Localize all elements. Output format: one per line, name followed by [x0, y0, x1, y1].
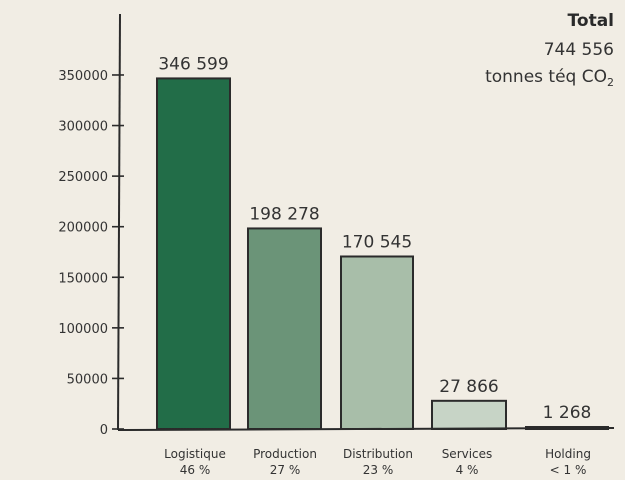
total-unit-text: tonnes téq CO	[485, 67, 607, 87]
category-label-logistique: Logistique	[164, 447, 226, 461]
y-tick-label: 250000	[58, 170, 108, 185]
bars	[156, 77, 609, 431]
value-label-services: 27 866	[439, 377, 498, 397]
bar-logistique	[156, 77, 231, 431]
share-label-services: 4 %	[456, 463, 479, 477]
value-label-holding: 1 268	[543, 403, 592, 423]
share-label-logistique: 46 %	[180, 463, 211, 477]
share-label-production: 27 %	[270, 463, 301, 477]
value-label-production: 198 278	[249, 204, 319, 224]
value-labels: 346 599 198 278 170 545 27 866 1 268	[158, 54, 591, 423]
total-title: Total	[568, 11, 614, 31]
category-labels: Logistique 46 % Production 27 % Distribution…	[164, 447, 591, 477]
y-tick-label: 350000	[58, 69, 108, 84]
total-unit-subscript: 2	[607, 76, 614, 89]
value-label-distribution: 170 545	[342, 232, 412, 252]
share-label-distribution: 23 %	[363, 463, 394, 477]
y-tick-label: 300000	[58, 120, 108, 135]
bar-production	[247, 227, 322, 430]
bar-services	[431, 399, 507, 430]
x-axis-line	[117, 427, 615, 431]
category-label-services: Services	[442, 447, 493, 461]
y-axis-line	[117, 13, 121, 431]
y-axis-ticks: 0 50000 100000 150000 200000 250000 300000 3500…	[58, 69, 124, 438]
value-label-logistique: 346 599	[158, 54, 228, 74]
y-tick-label: 150000	[58, 271, 108, 286]
category-label-holding: Holding	[545, 447, 591, 461]
y-tick-label: 200000	[58, 221, 108, 236]
category-label-production: Production	[253, 447, 317, 461]
total-value: 744 556	[544, 40, 614, 60]
total-unit: tonnes téq CO2	[485, 67, 614, 89]
share-label-holding: < 1 %	[550, 463, 587, 477]
y-tick-label: 0	[100, 423, 108, 438]
y-tick-label: 100000	[58, 322, 108, 337]
y-tick-label: 50000	[67, 372, 108, 387]
bar-distribution	[340, 255, 414, 431]
category-label-distribution: Distribution	[343, 447, 413, 461]
